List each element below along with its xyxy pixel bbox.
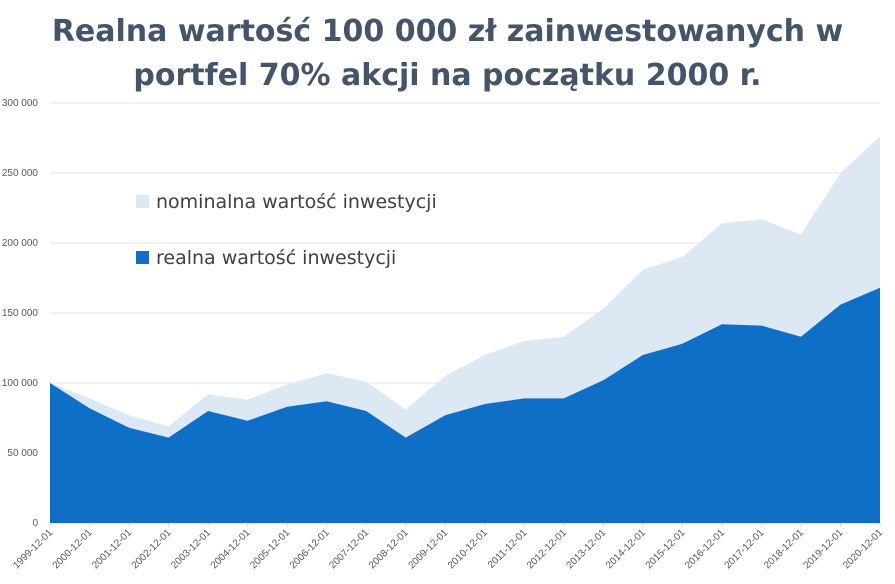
y-tick-label: 0 [32, 518, 38, 529]
chart-title: Realna wartość 100 000 zł zainwestowanyc… [0, 10, 895, 98]
x-tick-label: 2015-12-01 [644, 527, 688, 571]
x-tick-label: 2012-12-01 [525, 527, 569, 571]
x-tick-label: 2003-12-01 [169, 527, 213, 571]
chart-title-line1: Realna wartość 100 000 zł zainwestowanyc… [51, 14, 844, 49]
x-tick-label: 2016-12-01 [683, 527, 727, 571]
x-tick-label: 2011-12-01 [486, 527, 530, 571]
x-tick-label: 2014-12-01 [604, 527, 648, 571]
x-tick-label: 2008-12-01 [367, 527, 411, 571]
series-areas [50, 136, 880, 523]
x-tick-label: 2006-12-01 [288, 527, 332, 571]
y-tick-label: 250 000 [2, 168, 39, 179]
x-tick-label: 2020-12-01 [841, 527, 885, 571]
series-area-1 [50, 287, 880, 523]
y-tick-label: 300 000 [2, 98, 39, 109]
x-tick-label: 2007-12-01 [327, 527, 371, 571]
x-tick-label: 1999-12-01 [11, 527, 55, 571]
x-tick-label: 2001-12-01 [90, 527, 134, 571]
x-tick-label: 2019-12-01 [802, 527, 846, 571]
y-tick-label: 100 000 [2, 378, 39, 389]
x-tick-label: 2013-12-01 [565, 527, 609, 571]
x-tick-label: 2010-12-01 [446, 527, 490, 571]
x-tick-label: 2004-12-01 [209, 527, 253, 571]
x-tick-label: 2002-12-01 [130, 527, 174, 571]
x-tick-label: 2017-12-01 [723, 527, 767, 571]
x-tick-label: 2000-12-01 [51, 527, 95, 571]
y-tick-label: 50 000 [7, 448, 38, 459]
chart-title-line2: portfel 70% akcji na początku 2000 r. [133, 58, 762, 93]
x-tick-label: 2005-12-01 [248, 527, 292, 571]
legend-swatch [136, 195, 149, 208]
legend-swatch [136, 251, 149, 264]
legend-label: realna wartość inwestycji [156, 247, 396, 269]
y-axis-ticks: 0 50 000 100 000 150 000 200 000 250 000 300 0… [2, 98, 39, 529]
x-tick-label: 2009-12-01 [406, 527, 450, 571]
legend: nominalna wartość inwestycji realna warto… [136, 191, 437, 269]
y-tick-label: 150 000 [2, 308, 39, 319]
x-tick-label: 2018-12-01 [762, 527, 806, 571]
legend-label: nominalna wartość inwestycji [156, 191, 437, 213]
x-axis-ticks: 1999-12-012000-12-012001-12-012002-12-01… [11, 523, 885, 571]
y-tick-label: 200 000 [2, 238, 39, 249]
